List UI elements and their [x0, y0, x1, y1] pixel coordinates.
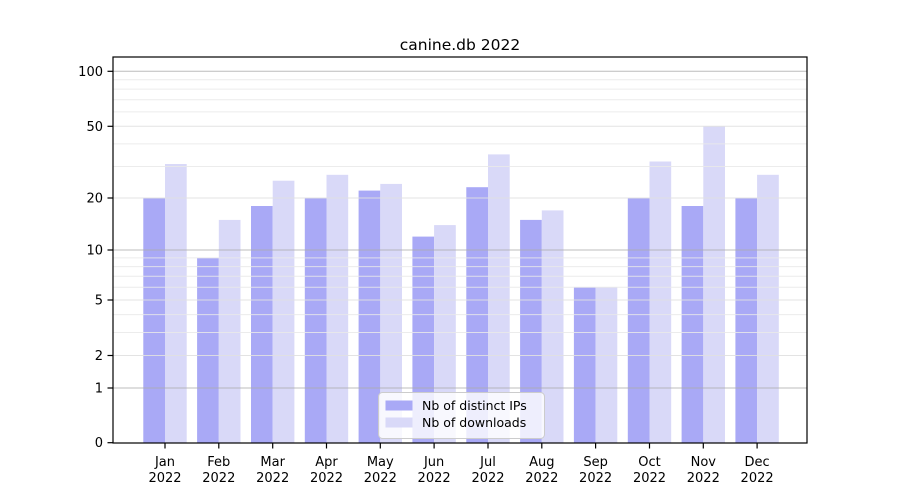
x-tick-label-year: 2022 [202, 471, 235, 486]
bar-downloads [649, 161, 672, 443]
x-tick-label-month: Oct [638, 455, 660, 470]
x-tick-label-year: 2022 [741, 471, 774, 486]
x-tick-label-year: 2022 [687, 471, 720, 486]
bar-downloads [326, 174, 349, 444]
bar-distinct-ips [197, 257, 219, 443]
bar-distinct-ips [573, 287, 596, 443]
x-tick-label-month: May [367, 455, 394, 470]
x-tick-label-year: 2022 [364, 471, 397, 486]
bar-downloads [434, 225, 456, 443]
legend-box [378, 392, 545, 439]
legend-swatch-downloads [385, 417, 413, 428]
bar-downloads [272, 180, 295, 443]
bar-distinct-ips [251, 206, 273, 443]
y-tick-label: 0 [95, 436, 103, 451]
y-tick-label: 1 [95, 382, 103, 397]
bar-distinct-ips [143, 198, 165, 443]
plot-area: 1005020105210Jan2022Feb2022Mar2022Apr202… [78, 56, 808, 486]
y-tick-label: 10 [86, 244, 103, 259]
y-tick-label: 20 [86, 192, 103, 207]
bar-distinct-ips [520, 219, 542, 443]
x-tick-label-year: 2022 [148, 471, 181, 486]
bar-downloads [165, 164, 187, 443]
legend-label-distinct-ips: Nb of distinct IPs [422, 398, 527, 413]
y-tick-label: 50 [86, 120, 103, 135]
x-tick-label-month: Dec [745, 455, 770, 470]
legend: Nb of distinct IPs Nb of downloads [378, 392, 545, 439]
x-tick-label-month: Mar [260, 455, 285, 470]
bar-downloads [380, 183, 402, 443]
bar-downloads [595, 287, 618, 443]
x-tick-label-month: Nov [691, 455, 717, 470]
x-tick-label-year: 2022 [471, 471, 504, 486]
x-tick-label-year: 2022 [310, 471, 343, 486]
bar-distinct-ips [735, 198, 758, 443]
bar-distinct-ips [358, 190, 381, 443]
bar-downloads [757, 174, 779, 444]
y-tick-label: 2 [95, 349, 103, 364]
x-tick-label-year: 2022 [418, 471, 451, 486]
bar-downloads [703, 126, 725, 444]
y-tick-label: 100 [78, 65, 103, 80]
bar-downloads [541, 210, 564, 443]
x-tick-label-month: Jun [423, 455, 444, 470]
x-tick-label-month: Apr [315, 455, 338, 470]
x-tick-label-month: Feb [207, 455, 230, 470]
x-tick-label-year: 2022 [256, 471, 289, 486]
legend-swatch-distinct-ips [385, 400, 413, 411]
x-tick-label-year: 2022 [633, 471, 666, 486]
x-tick-label-year: 2022 [579, 471, 612, 486]
x-tick-label-month: Jan [154, 455, 175, 470]
bar-distinct-ips [412, 236, 435, 443]
x-tick-label-month: Jul [479, 455, 496, 470]
x-tick-label-month: Sep [583, 455, 608, 470]
y-tick-label: 5 [95, 294, 103, 309]
legend-label-downloads: Nb of downloads [422, 415, 526, 430]
chart-title: canine.db 2022 [400, 36, 521, 54]
bar-distinct-ips [681, 206, 704, 443]
bar-distinct-ips [304, 198, 327, 443]
bar-downloads [218, 219, 241, 443]
bar-downloads [488, 154, 510, 443]
bar-distinct-ips [627, 198, 650, 443]
x-tick-label-month: Aug [529, 455, 554, 470]
x-tick-label-year: 2022 [525, 471, 558, 486]
